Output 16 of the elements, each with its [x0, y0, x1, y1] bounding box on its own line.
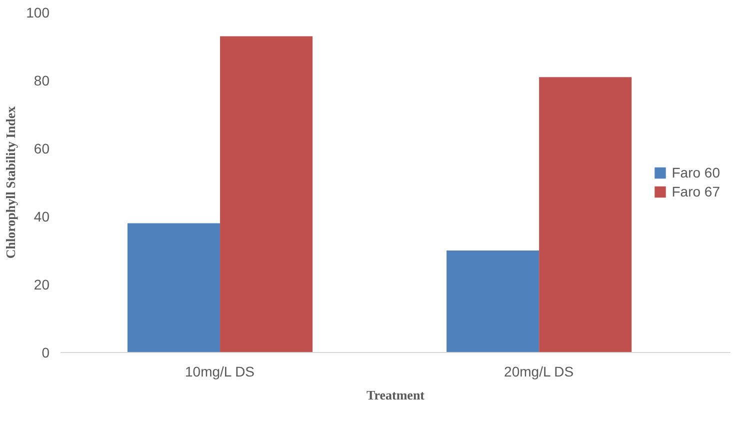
y-tick-label: 60 [34, 140, 50, 156]
y-tick-label: 0 [42, 344, 50, 360]
y-tick-label: 100 [26, 4, 50, 20]
y-tick-label: 40 [34, 208, 50, 224]
bar [446, 250, 540, 352]
y-tick-label: 80 [34, 72, 50, 88]
legend-label: Faro 67 [672, 184, 720, 200]
x-tick-label: 10mg/L DS [185, 364, 255, 380]
y-tick-label: 20 [34, 276, 50, 292]
legend-label: Faro 60 [672, 164, 720, 180]
x-tick-label: 20mg/L DS [504, 364, 574, 380]
bar [539, 77, 632, 352]
y-axis-title: Chlorophyll Stability Index [3, 106, 18, 259]
x-axis-title: Treatment [366, 388, 426, 402]
bar [220, 36, 313, 352]
bar [128, 223, 220, 352]
